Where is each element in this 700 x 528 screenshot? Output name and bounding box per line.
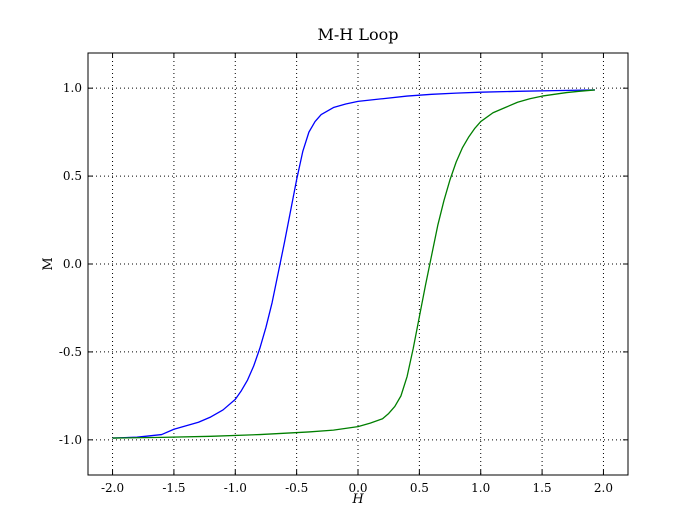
series-line-2 <box>112 89 595 439</box>
grid <box>88 53 628 475</box>
x-tick-label: 1.5 <box>533 481 552 495</box>
y-tick-label: 1.0 <box>63 81 82 95</box>
x-tick-label: 2.0 <box>594 481 613 495</box>
y-axis-label: M <box>41 257 56 270</box>
x-tick-label: -1.0 <box>224 481 247 495</box>
x-tick-label: 0.0 <box>348 481 367 495</box>
x-tick-label: 1.0 <box>471 481 490 495</box>
series-line-1 <box>112 89 595 439</box>
x-tick-label: -0.5 <box>285 481 308 495</box>
y-tick-labels: -1.0 -0.5 0.0 0.5 1.0 <box>59 81 82 447</box>
x-tick-label: -2.0 <box>101 481 124 495</box>
x-tick-labels: -2.0 -1.5 -1.0 -0.5 0.0 0.5 1.0 1.5 2.0 <box>101 481 613 495</box>
chart-title: M-H Loop <box>318 25 399 44</box>
ticks <box>88 53 628 475</box>
y-tick-label: 0.0 <box>63 257 82 271</box>
x-tick-label: 0.5 <box>410 481 429 495</box>
x-tick-label: -1.5 <box>162 481 185 495</box>
y-tick-label: -1.0 <box>59 433 82 447</box>
y-tick-label: -0.5 <box>59 345 82 359</box>
x-axis-label: H <box>351 492 364 507</box>
series-layer <box>112 89 595 439</box>
y-tick-label: 0.5 <box>63 169 82 183</box>
